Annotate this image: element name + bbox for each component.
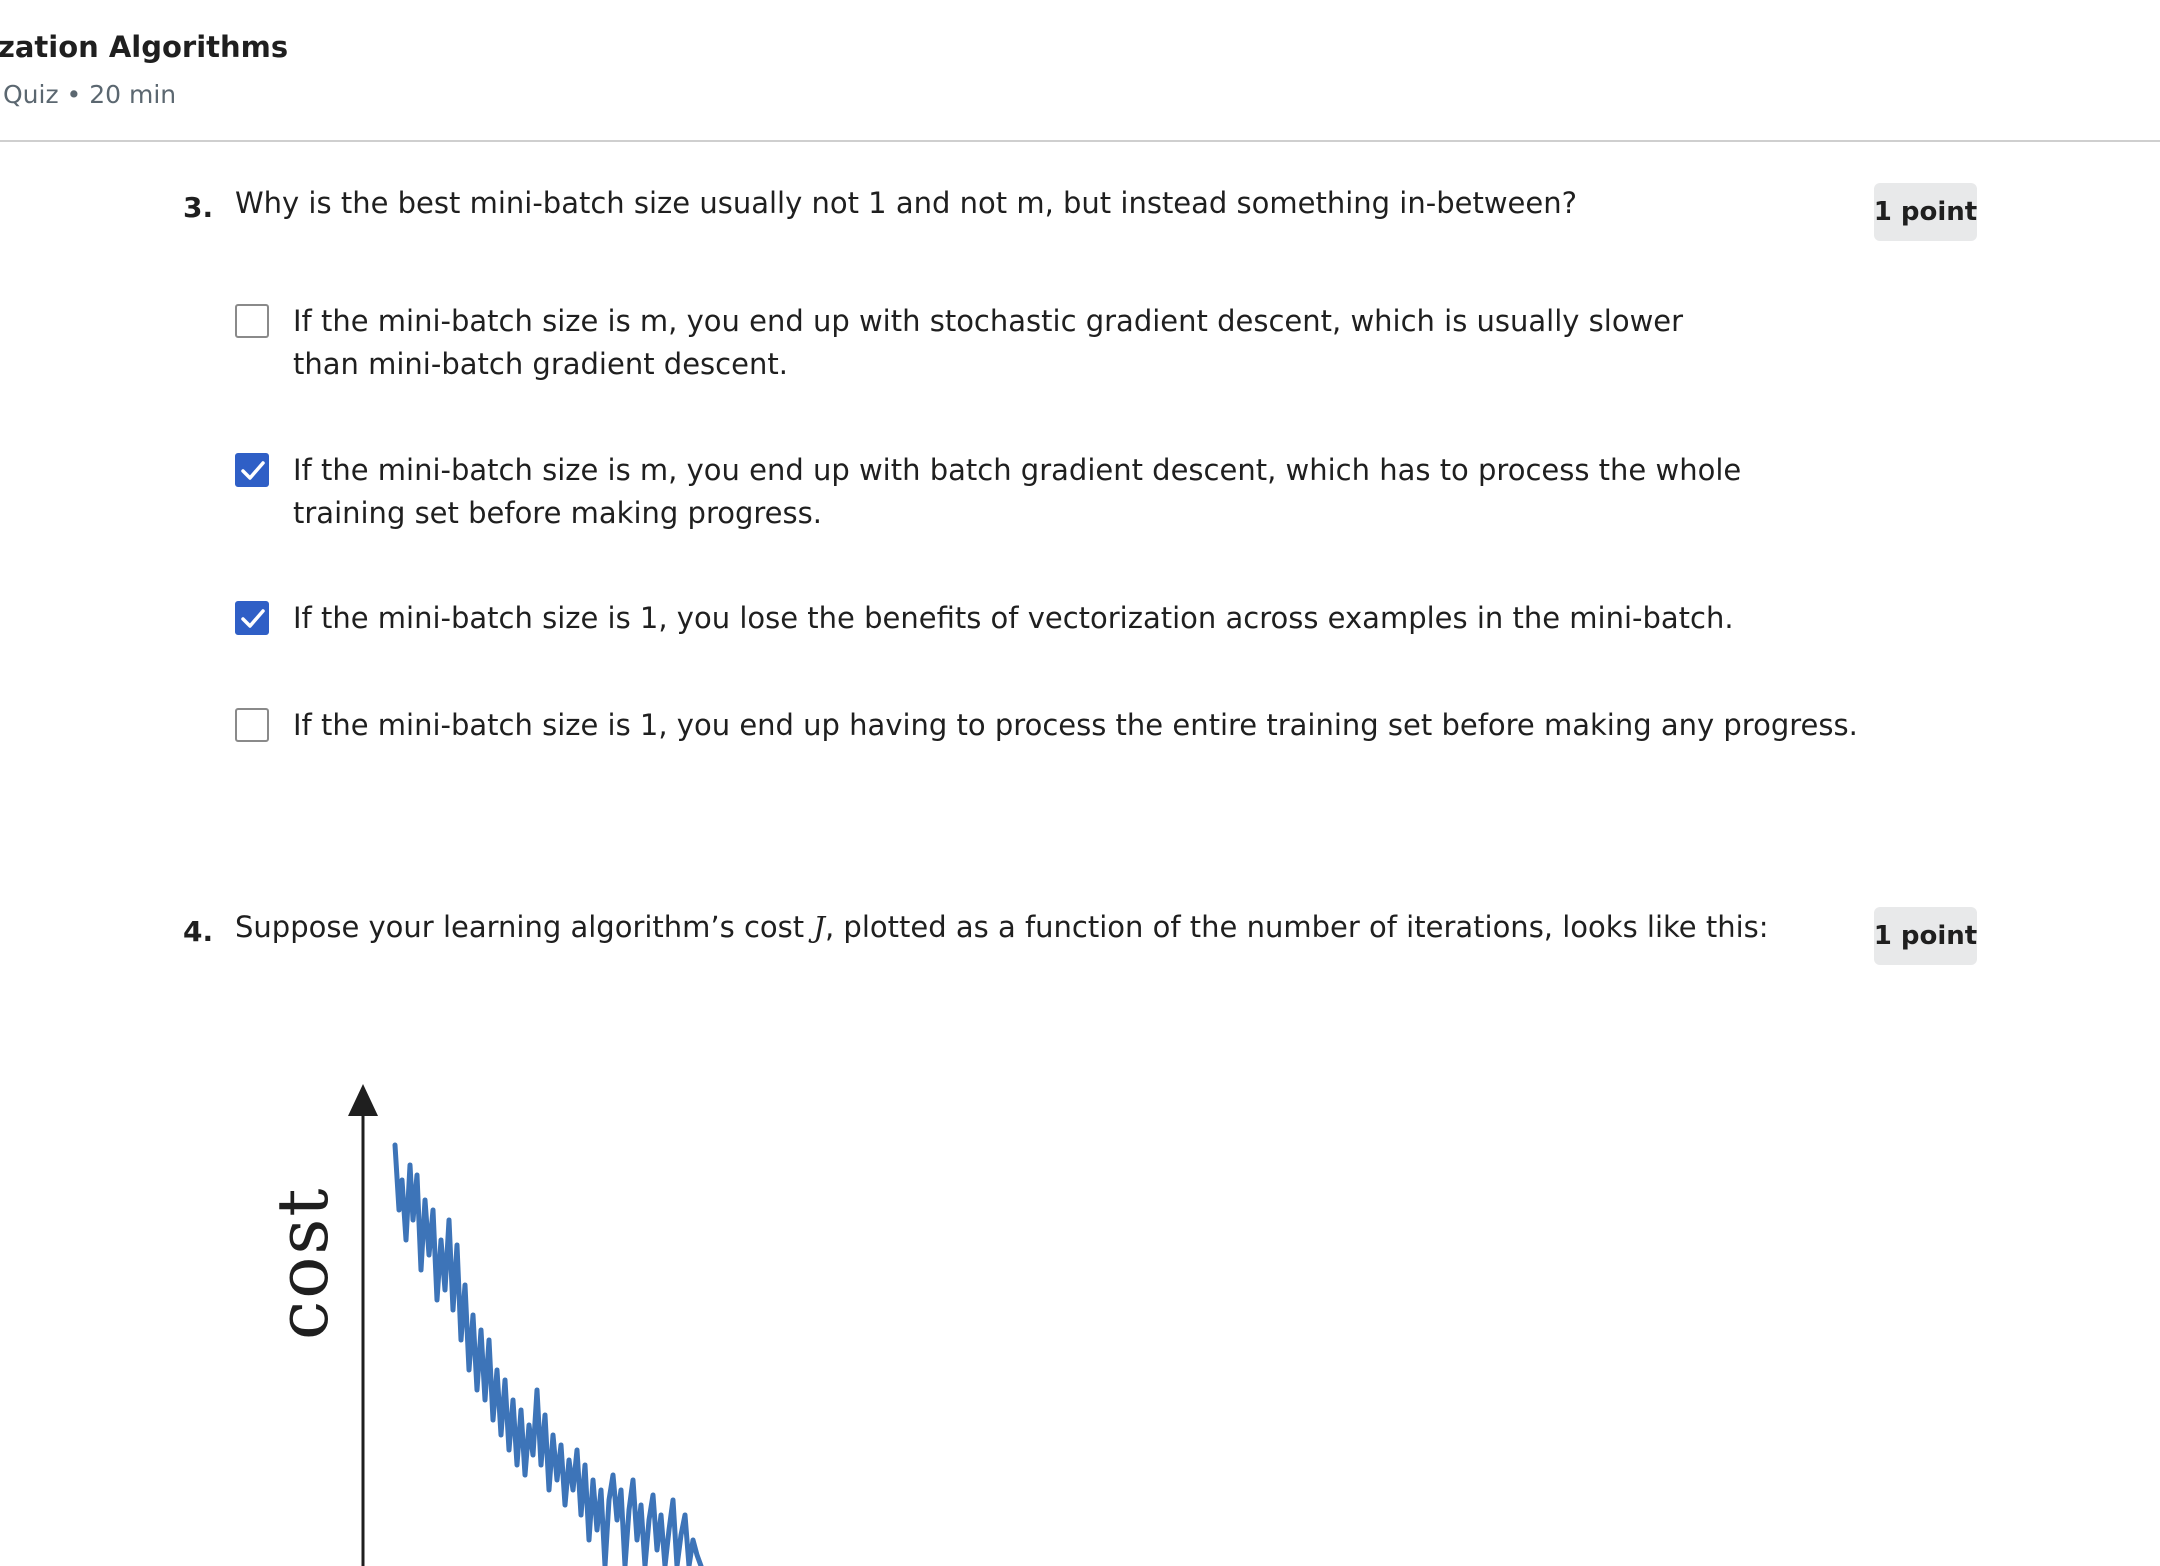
checkmark-icon <box>241 461 265 480</box>
points-badge: 1 point <box>1874 183 1977 241</box>
question-text: Why is the best mini-batch size usually … <box>235 186 1578 220</box>
option-text: If the mini-batch size is m, you end up … <box>293 453 1742 530</box>
cost-variable: J <box>813 910 825 944</box>
quiz-meta: Quiz • 20 min <box>3 80 177 109</box>
y-axis <box>348 1084 378 1566</box>
checkbox[interactable] <box>235 304 269 338</box>
question-text-after: , plotted as a function of the number of… <box>825 910 1769 944</box>
checkbox[interactable] <box>235 708 269 742</box>
quiz-header: ization Algorithms Quiz • 20 min <box>0 0 2160 142</box>
checkbox-checked[interactable] <box>235 453 269 487</box>
question-number: 4. <box>183 915 214 948</box>
option-text: If the mini-batch size is 1, you lose th… <box>293 601 1734 635</box>
checkbox-checked[interactable] <box>235 601 269 635</box>
question-number: 3. <box>183 191 214 224</box>
points-badge: 1 point <box>1874 907 1977 965</box>
quiz-title: ization Algorithms <box>0 30 289 64</box>
checkmark-icon <box>241 609 265 628</box>
question-text-before: Suppose your learning algorithm’s cost <box>235 910 814 944</box>
option-text: If the mini-batch size is m, you end up … <box>293 304 1684 381</box>
y-axis-arrow-icon <box>348 1084 378 1116</box>
question-text: Suppose your learning algorithm’s cost J… <box>235 910 1769 944</box>
cost-chart <box>348 1084 704 1566</box>
cost-curve <box>392 1142 704 1566</box>
option-text: If the mini-batch size is 1, you end up … <box>293 708 1858 742</box>
